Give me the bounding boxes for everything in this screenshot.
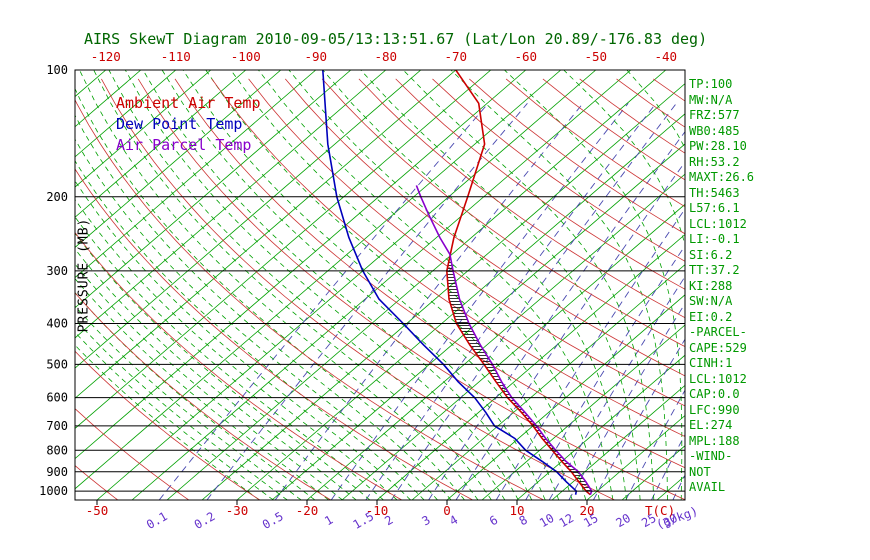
pressure-tick-label: 100: [46, 63, 68, 77]
stats-line: CAP:0.0: [689, 387, 740, 401]
legend: Ambient Air Temp Dew Point Temp Air Parcel…: [116, 93, 261, 156]
pressure-tick-label: 500: [46, 357, 68, 371]
mixing-ratio-tick-label: 0.5: [260, 509, 286, 532]
pressure-tick-label: 400: [46, 317, 68, 331]
stats-line: AVAIL: [689, 480, 726, 494]
stats-line: PW:28.10: [689, 139, 747, 153]
stats-line: TP:100: [689, 77, 733, 91]
stats-panel: TP:100 MW:N/A FRZ:577 WB0:485 PW:28.10 RH:53.…: [689, 77, 754, 496]
mixing-ratio-tick-label: 6: [487, 513, 500, 529]
stats-line: LCL:1012: [689, 216, 747, 231]
mixing-ratio-tick-label: 20: [613, 511, 633, 530]
legend-item-dew-point: Dew Point Temp: [116, 115, 243, 133]
bottom-temp-tick-label: -10: [366, 503, 389, 518]
top-temp-tick-label: -40: [655, 49, 678, 64]
mixing-ratio-tick-label: 3: [420, 513, 433, 529]
stats-line: CAPE:529: [689, 340, 747, 355]
mixing-ratio-tick-label: 0.1: [144, 509, 170, 532]
bottom-temp-tick-label: -20: [296, 503, 319, 518]
stats-line: -WIND-: [689, 449, 733, 463]
parcel-temp-line: [415, 185, 593, 495]
legend-item-parcel: Air Parcel Temp: [116, 136, 252, 154]
top-temp-tick-label: -100: [231, 49, 261, 64]
pressure-tick-label: 300: [46, 264, 68, 278]
pressure-tick-label: 800: [46, 443, 68, 457]
mixing-ratio-tick-label: 10: [537, 511, 557, 530]
mixing-ratio-tick-label: 25: [639, 511, 659, 530]
stats-line: EI:0.2: [689, 309, 733, 324]
pressure-tick-label: 200: [46, 190, 68, 204]
pressure-tick-label: 700: [46, 419, 68, 433]
pressure-tick-label: 600: [46, 391, 68, 405]
stats-line: MW:N/A: [689, 92, 733, 107]
ambient-temp-line: [446, 70, 591, 496]
pressure-tick-label: 900: [46, 465, 68, 479]
stats-line: SW:N/A: [689, 294, 733, 308]
top-temp-tick-label: -90: [305, 49, 328, 64]
bottom-temp-tick-label: 20: [579, 503, 594, 518]
bottom-temp-tick-label: -50: [86, 503, 109, 518]
stats-line: LCL:1012: [689, 371, 747, 386]
stats-line: SI:6.2: [689, 247, 733, 262]
top-temp-tick-label: -70: [445, 49, 468, 64]
plot-frame: [74, 69, 686, 501]
top-temp-tick-label: -110: [161, 49, 191, 64]
pressure-axis-label: PRESSURE (MB): [76, 217, 92, 333]
stats-line: MPL:188: [689, 433, 740, 448]
mixing-ratio-tick-label: 2: [382, 513, 395, 529]
mixing-ratio-tick-label: 30: [661, 511, 681, 530]
stats-line: FRZ:577: [689, 108, 740, 122]
bottom-temp-tick-label: 10: [509, 503, 524, 518]
stats-line: WB0:485: [689, 123, 740, 138]
stats-line: RH:53.2: [689, 154, 740, 169]
stats-line: CINH:1: [689, 356, 733, 370]
dew-point-line: [322, 70, 578, 495]
stats-line: TT:37.2: [689, 263, 740, 277]
legend-item-ambient: Ambient Air Temp: [116, 94, 261, 112]
mixing-ratio-tick-label: 1: [322, 513, 335, 529]
stats-line: L57:6.1: [689, 201, 740, 215]
mixing-ratio-tick-label: 4: [447, 513, 460, 529]
stats-line: LI:-0.1: [689, 232, 740, 246]
stats-line: LFC:990: [689, 402, 740, 417]
mixing-ratio-tick-label: 12: [557, 511, 577, 530]
stats-line: -PARCEL-: [689, 325, 747, 339]
bottom-temp-tick-label: -30: [226, 503, 249, 518]
bottom-temp-tick-label: 0: [443, 503, 451, 518]
stats-line: MAXT:26.6: [689, 170, 755, 184]
stats-line: TH:5463: [689, 185, 740, 200]
stats-line: KI:288: [689, 278, 733, 293]
top-temp-tick-label: -60: [515, 49, 538, 64]
mixing-ratio-tick-label: 8: [517, 513, 530, 529]
pressure-tick-label: 1000: [39, 484, 68, 498]
mixing-ratio-tick-label: 0.2: [192, 509, 218, 532]
mixing-ratio-tick-label: 15: [581, 511, 601, 530]
top-temp-tick-label: -50: [585, 49, 608, 64]
stats-line: EL:274: [689, 418, 733, 432]
stats-line: NOT: [689, 464, 711, 479]
temp-unit-label: T(C): [645, 503, 675, 518]
top-temp-tick-label: -80: [375, 49, 398, 64]
top-temp-tick-label: -120: [91, 49, 121, 64]
plot-grid-layer: [75, 70, 685, 500]
chart-title: AIRS SkewT Diagram 2010-09-05/13:13:51.6…: [84, 30, 708, 48]
